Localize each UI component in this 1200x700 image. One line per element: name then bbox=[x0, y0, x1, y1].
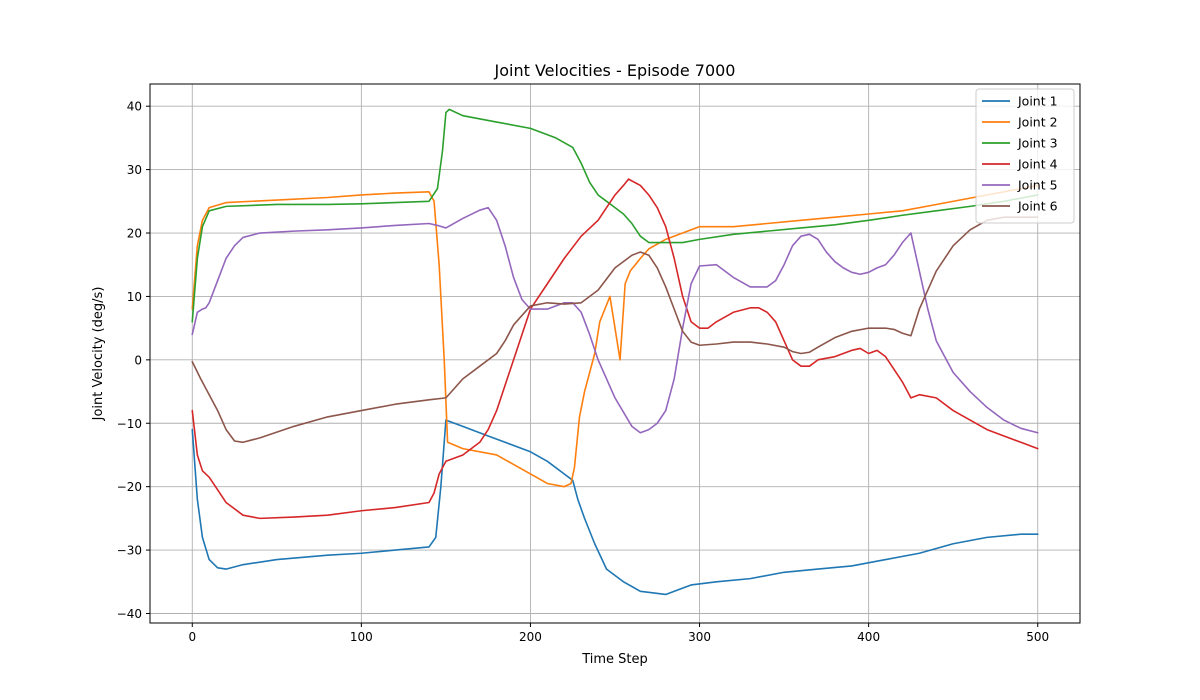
x-tick-label: 0 bbox=[188, 630, 196, 644]
series-line-joint-1 bbox=[191, 419, 1039, 596]
series-line-joint-5 bbox=[191, 206, 1039, 434]
legend-label: Joint 3 bbox=[1017, 136, 1058, 151]
legend: Joint 1 Joint 2 Joint 3 Joint 4 Joint 5 Joint… bbox=[975, 88, 1075, 224]
series-line-joint-4 bbox=[191, 178, 1039, 520]
chart-title: Joint Velocities - Episode 7000 bbox=[494, 61, 736, 80]
y-tick-label: −30 bbox=[117, 544, 142, 558]
y-tick-label: 0 bbox=[134, 353, 142, 367]
y-tick-label: −10 bbox=[117, 417, 142, 431]
legend-label: Joint 5 bbox=[1017, 178, 1058, 193]
axis-ticks: 0 100 200 300 400 500 −40 −30 −20 −10 0 10 20 30 40 bbox=[117, 100, 1050, 644]
legend-label: Joint 6 bbox=[1017, 199, 1058, 214]
grid-lines bbox=[150, 84, 1080, 623]
x-tick-label: 400 bbox=[857, 630, 880, 644]
legend-label: Joint 4 bbox=[1017, 157, 1058, 172]
y-tick-label: −40 bbox=[117, 607, 142, 621]
x-tick-label: 300 bbox=[688, 630, 711, 644]
series-line-joint-3 bbox=[191, 108, 1039, 323]
legend-label: Joint 1 bbox=[1017, 94, 1058, 109]
x-tick-label: 200 bbox=[519, 630, 542, 644]
y-tick-label: 40 bbox=[127, 100, 142, 114]
x-tick-label: 500 bbox=[1026, 630, 1049, 644]
y-tick-label: 10 bbox=[127, 290, 142, 304]
y-tick-label: −20 bbox=[117, 480, 142, 494]
series-line-joint-2 bbox=[191, 184, 1039, 488]
series-lines bbox=[191, 108, 1039, 596]
x-axis-label: Time Step bbox=[581, 652, 648, 667]
y-tick-label: 20 bbox=[127, 227, 142, 241]
plot-area-frame bbox=[149, 83, 1081, 624]
y-axis-label: Joint Velocity (deg/s) bbox=[91, 287, 106, 422]
x-tick-label: 100 bbox=[350, 630, 373, 644]
series-line-joint-6 bbox=[191, 216, 1039, 444]
legend-label: Joint 2 bbox=[1017, 115, 1058, 130]
y-tick-label: 30 bbox=[127, 163, 142, 177]
